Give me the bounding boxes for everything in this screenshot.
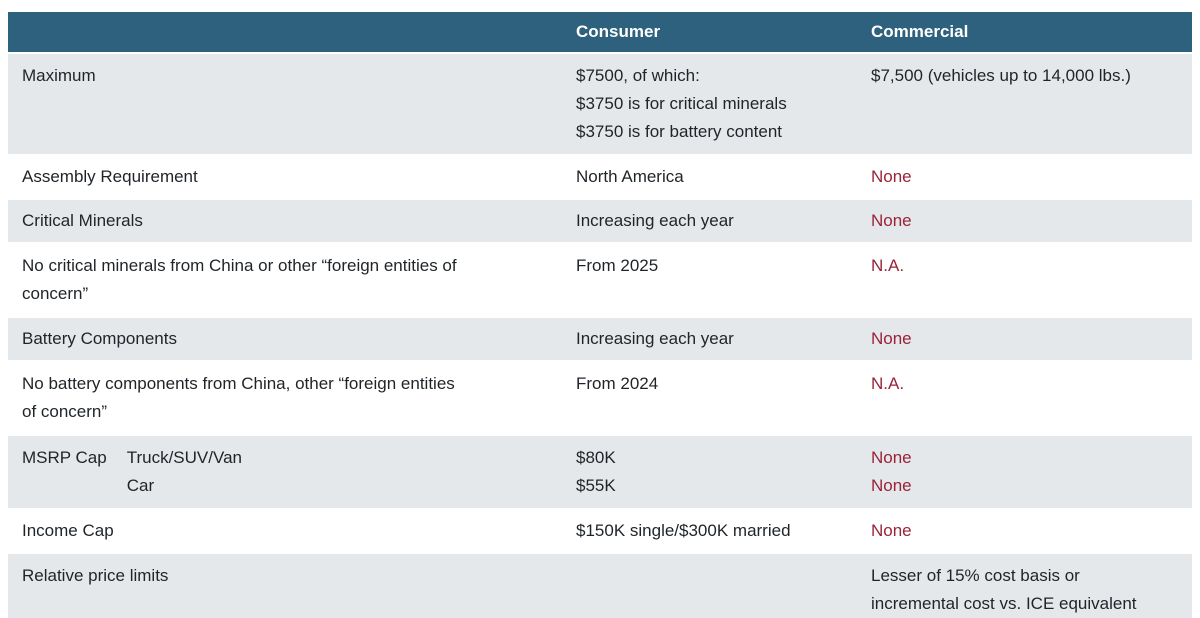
row-income-cap: Income Cap $150K single/$300K married No…	[8, 509, 1192, 553]
commercial-cell: None None	[857, 435, 1192, 509]
commercial-line: Lesser of 15% cost basis or	[871, 566, 1080, 585]
consumer-cell: From 2024	[562, 361, 857, 435]
header-row: Consumer Commercial	[8, 12, 1192, 53]
commercial-cell: N.A.	[857, 243, 1192, 317]
commercial-cell: None	[857, 155, 1192, 199]
consumer-line: $7500, of which:	[576, 66, 700, 85]
msrp-cap-group: MSRP Cap Truck/SUV/Van Car	[22, 444, 548, 500]
consumer-line: $3750 is for battery content	[576, 122, 783, 141]
commercial-line: None	[871, 476, 912, 495]
consumer-cell: $7500, of which: $3750 is for critical m…	[562, 53, 857, 155]
consumer-cell	[562, 553, 857, 618]
row-label-cell: MSRP Cap Truck/SUV/Van Car	[8, 435, 562, 509]
row-label: Assembly Requirement	[8, 155, 562, 199]
row-no-critical-minerals-china: No critical minerals from China or other…	[8, 243, 1192, 317]
row-msrp-cap: MSRP Cap Truck/SUV/Van Car $80K $55K Non…	[8, 435, 1192, 509]
row-label: No battery components from China, other …	[8, 361, 562, 435]
comparison-table: Consumer Commercial Maximum $7500, of wh…	[8, 12, 1192, 618]
row-label: MSRP Cap	[22, 448, 107, 467]
row-label: Maximum	[8, 53, 562, 155]
header-blank	[8, 12, 562, 53]
row-label: Battery Components	[8, 317, 562, 361]
row-label: No critical minerals from China or other…	[8, 243, 562, 317]
msrp-sublabels: Truck/SUV/Van Car	[127, 444, 242, 500]
table-header: Consumer Commercial	[8, 12, 1192, 53]
commercial-line: None	[871, 448, 912, 467]
row-label-line: concern”	[22, 284, 89, 303]
row-no-battery-components-china: No battery components from China, other …	[8, 361, 1192, 435]
row-critical-minerals: Critical Minerals Increasing each year N…	[8, 199, 1192, 243]
header-commercial: Commercial	[857, 12, 1192, 53]
consumer-cell: From 2025	[562, 243, 857, 317]
row-relative-price-limits: Relative price limits Lesser of 15% cost…	[8, 553, 1192, 618]
header-consumer: Consumer	[562, 12, 857, 53]
msrp-sublabel-car: Car	[126, 476, 155, 495]
row-assembly-requirement: Assembly Requirement North America None	[8, 155, 1192, 199]
row-maximum: Maximum $7500, of which: $3750 is for cr…	[8, 53, 1192, 155]
commercial-cell: None	[857, 509, 1192, 553]
consumer-cell: North America	[562, 155, 857, 199]
consumer-line: $55K	[576, 476, 616, 495]
commercial-line: incremental cost vs. ICE equivalent	[871, 594, 1137, 613]
row-label: Relative price limits	[8, 553, 562, 618]
commercial-cell: None	[857, 317, 1192, 361]
commercial-cell: None	[857, 199, 1192, 243]
msrp-sublabel-truck: Truck/SUV/Van	[126, 448, 242, 467]
row-label: Critical Minerals	[8, 199, 562, 243]
row-label-line: No battery components from China, other …	[22, 374, 455, 393]
row-label-line: of concern”	[22, 402, 108, 421]
consumer-line: $80K	[576, 448, 616, 467]
row-battery-components: Battery Components Increasing each year …	[8, 317, 1192, 361]
commercial-cell: N.A.	[857, 361, 1192, 435]
consumer-line: $3750 is for critical minerals	[576, 94, 787, 113]
row-label-line: No critical minerals from China or other…	[22, 256, 457, 275]
consumer-cell: $150K single/$300K married	[562, 509, 857, 553]
commercial-cell: Lesser of 15% cost basis or incremental …	[857, 553, 1192, 618]
commercial-cell: $7,500 (vehicles up to 14,000 lbs.)	[857, 53, 1192, 155]
row-label: Income Cap	[8, 509, 562, 553]
consumer-cell: Increasing each year	[562, 199, 857, 243]
consumer-cell: Increasing each year	[562, 317, 857, 361]
consumer-cell: $80K $55K	[562, 435, 857, 509]
